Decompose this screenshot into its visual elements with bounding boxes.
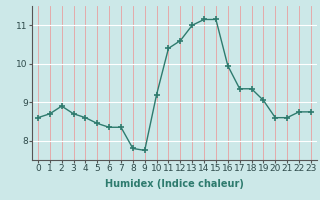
X-axis label: Humidex (Indice chaleur): Humidex (Indice chaleur) <box>105 179 244 189</box>
